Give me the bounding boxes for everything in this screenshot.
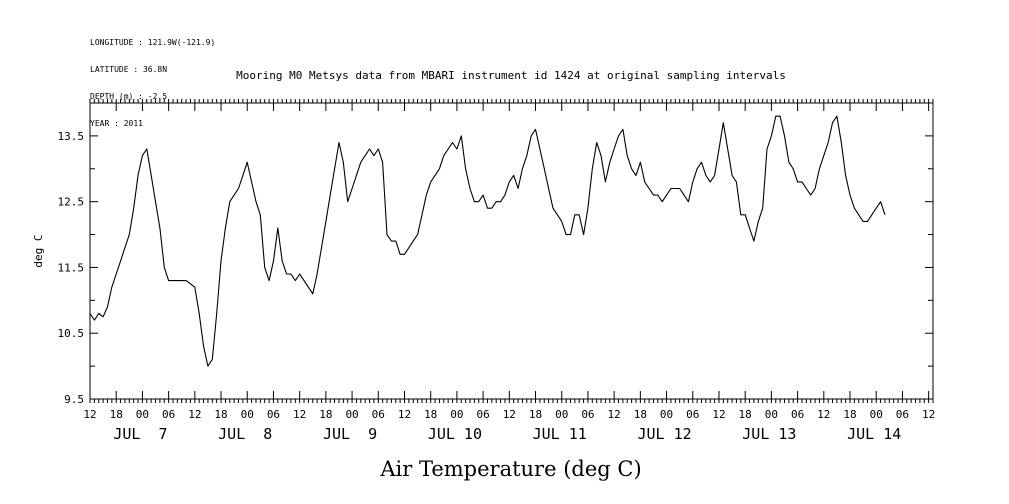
x-day-label: JUL 8 (218, 425, 272, 443)
series-line (89, 115, 886, 367)
x-tick-label: 06 (267, 408, 280, 421)
x-tick-label: 06 (581, 408, 594, 421)
x-day-label: JUL 11 (533, 425, 587, 443)
y-axis-label: deg C (32, 234, 45, 267)
x-day-label: JUL 10 (428, 425, 482, 443)
x-tick-label: 00 (765, 408, 778, 421)
plot-frame (89, 102, 934, 400)
y-axis: 9.5 10.5 11.5 12.5 13.5 (58, 130, 933, 406)
meta-depth: DEPTH (m) : -2.5 (90, 92, 168, 101)
x-tick-label: 12 (817, 408, 830, 421)
x-tick-label: 12 (503, 408, 516, 421)
x-tick-label: 06 (372, 408, 385, 421)
meta-year: YEAR : 2011 (90, 119, 143, 128)
x-tick-label: 00 (241, 408, 254, 421)
x-tick-label: 18 (529, 408, 542, 421)
y-tick-label: 9.5 (64, 393, 84, 406)
x-tick-label: 12 (83, 408, 96, 421)
x-tick-label: 06 (162, 408, 175, 421)
x-tick-label: 18 (843, 408, 856, 421)
y-tick-label: 12.5 (58, 196, 85, 209)
x-day-label: JUL 7 (113, 425, 167, 443)
x-tick-label: 00 (660, 408, 673, 421)
x-tick-label: 06 (896, 408, 909, 421)
x-tick-label: 18 (214, 408, 227, 421)
meta-longitude: LONGITUDE : 121.9W(-121.9) (90, 38, 216, 47)
x-axis: 12 18 00 06 12 18 00 06 12 18 00 06 12 18 00 06 12 18 00 06… (83, 99, 935, 443)
x-day-label: JUL 13 (742, 425, 796, 443)
chart-title: Mooring M0 Metsys data from MBARI instru… (236, 69, 786, 82)
x-day-label: JUL 9 (323, 425, 377, 443)
x-tick-label: 12 (293, 408, 306, 421)
x-tick-label: 12 (712, 408, 725, 421)
x-tick-label: 12 (922, 408, 935, 421)
x-tick-label: 18 (110, 408, 123, 421)
x-tick-label: 06 (686, 408, 699, 421)
y-tick-label: 10.5 (58, 327, 85, 340)
y-tick-label: 11.5 (58, 261, 85, 274)
x-tick-label: 18 (634, 408, 647, 421)
x-tick-label: 00 (450, 408, 463, 421)
x-day-label: JUL 12 (637, 425, 691, 443)
x-axis-label: Air Temperature (deg C) (379, 457, 641, 481)
x-tick-label: 06 (476, 408, 489, 421)
x-tick-label: 12 (188, 408, 201, 421)
x-tick-label: 00 (870, 408, 883, 421)
x-tick-label: 18 (319, 408, 332, 421)
x-day-label: JUL 14 (847, 425, 901, 443)
x-tick-label: 00 (555, 408, 568, 421)
x-tick-label: 06 (791, 408, 804, 421)
x-tick-label: 18 (424, 408, 437, 421)
x-tick-label: 00 (136, 408, 149, 421)
metadata-block: LONGITUDE : 121.9W(-121.9) LATITUDE : 36… (90, 20, 215, 137)
x-tick-label: 18 (739, 408, 752, 421)
series-layer (89, 115, 886, 367)
x-tick-label: 12 (398, 408, 411, 421)
y-tick-label: 13.5 (58, 130, 85, 143)
meta-latitude: LATITUDE : 36.8N (90, 65, 168, 74)
x-tick-label: 00 (345, 408, 358, 421)
x-tick-label: 12 (608, 408, 621, 421)
